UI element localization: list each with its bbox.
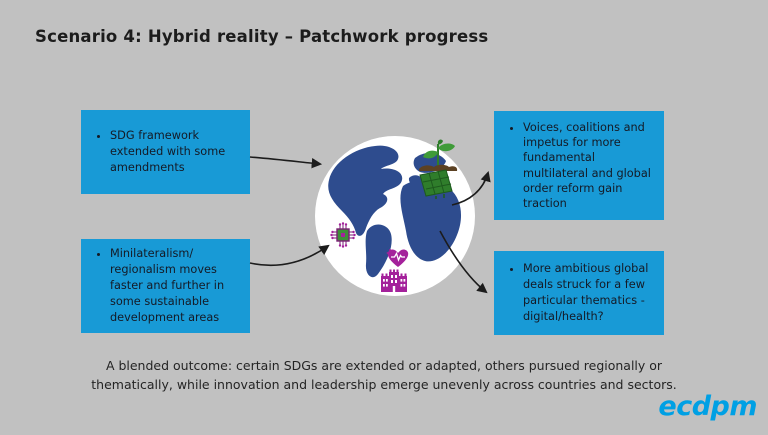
bullet-list: SDG framework extended with some amendme…: [97, 128, 238, 176]
bullet-item: SDG framework extended with some amendme…: [110, 128, 238, 176]
bullet-list: More ambitious global deals struck for a…: [510, 261, 652, 325]
callout-box-top-left: SDG framework extended with some amendme…: [81, 110, 250, 194]
building-icon: [381, 269, 407, 292]
arrow-topleft-to-globe: [249, 156, 323, 169]
bullet-list: Minilateralism/ regionalism moves faster…: [97, 246, 238, 326]
bullet-list: Voices, coalitions and impetus for more …: [510, 120, 652, 210]
chip-icon: [330, 222, 356, 248]
callout-box-bottom-right: More ambitious global deals struck for a…: [494, 251, 664, 335]
bullet-item: More ambitious global deals struck for a…: [523, 261, 652, 325]
callout-box-bottom-left: Minilateralism/ regionalism moves faster…: [81, 239, 250, 333]
ecdpm-logo: ecdpm: [658, 391, 757, 422]
seedling-icon: [419, 139, 458, 199]
summary-text: A blended outcome: certain SDGs are exte…: [91, 358, 677, 393]
bullet-item: Voices, coalitions and impetus for more …: [523, 120, 652, 210]
callout-box-top-right: Voices, coalitions and impetus for more …: [494, 111, 664, 220]
bullet-item: Minilateralism/ regionalism moves faster…: [110, 246, 238, 326]
solar-panel-icon: [419, 169, 453, 199]
continent-south-america: [365, 224, 392, 278]
page-title: Scenario 4: Hybrid reality – Patchwork p…: [35, 27, 489, 46]
soil-mound: [419, 164, 458, 171]
continent-north-america: [328, 145, 403, 236]
heart-pulse-icon: [386, 249, 409, 267]
